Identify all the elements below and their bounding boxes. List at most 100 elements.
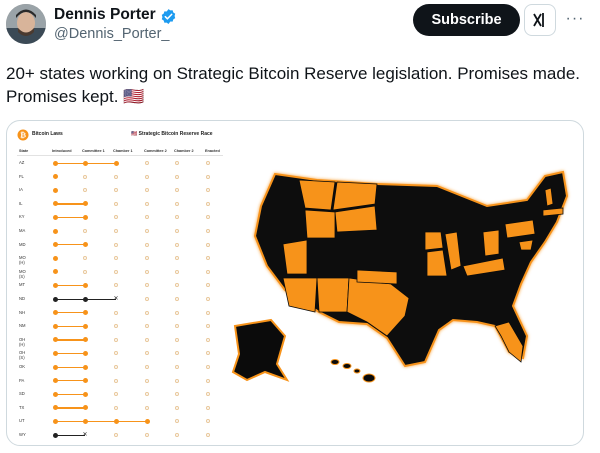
progress-dot: [114, 392, 118, 397]
progress-dot: [145, 188, 149, 193]
progress-dot: [52, 174, 58, 180]
grok-icon: [533, 13, 544, 27]
progress-dot: [144, 418, 150, 424]
progress-dot: [206, 337, 210, 342]
table-header-divider: [17, 155, 223, 156]
progress-dot: [82, 337, 88, 343]
progress-dot: [175, 229, 179, 233]
state-md: [518, 239, 534, 251]
column-header: Committee 2: [144, 149, 167, 153]
progress-dot: [83, 256, 87, 261]
progress-line: [55, 203, 85, 205]
progress-dot: [82, 391, 88, 397]
infographic-left-title: Bitcoin Laws: [32, 131, 63, 137]
progress-dot: [52, 282, 58, 288]
progress-dot: [52, 350, 58, 356]
progress-dot: [52, 255, 58, 261]
progress-dot: [114, 269, 118, 274]
state-mo: [426, 249, 448, 277]
state-label: MD: [19, 241, 26, 247]
progress-dot: [206, 433, 210, 437]
progress-line: [55, 407, 85, 409]
progress-dot: [206, 378, 210, 383]
state-label: UT: [19, 418, 25, 424]
progress-dot: [114, 433, 118, 437]
progress-line: [55, 420, 147, 423]
state-label: NM: [19, 323, 26, 329]
progress-dot: [175, 201, 179, 206]
progress-dot: [82, 282, 88, 288]
state-label: MA: [19, 228, 26, 233]
progress-dot: [52, 391, 58, 397]
progress-dot: [206, 310, 210, 315]
progress-dot: [82, 364, 88, 370]
progress-dot: [175, 433, 179, 437]
progress-dot: [52, 405, 58, 411]
us-map: [231, 170, 569, 383]
progress-dot: [114, 201, 118, 206]
author-name[interactable]: Dennis Porter: [54, 6, 156, 23]
progress-dot: [175, 378, 179, 383]
progress-dot: [114, 351, 118, 356]
progress-dot: [206, 283, 210, 288]
grok-button[interactable]: [524, 4, 556, 36]
state-label: MO (S): [19, 268, 26, 279]
progress-line: [55, 284, 85, 287]
progress-dot: [113, 160, 119, 166]
progress-dot: [52, 214, 58, 220]
progress-dot: [206, 405, 210, 410]
state-wy: [304, 209, 336, 239]
progress-dot: [52, 310, 58, 316]
progress-dot: [114, 215, 118, 220]
progress-dot: [206, 392, 210, 397]
column-header: Enacted: [205, 149, 220, 153]
progress-dot: [83, 174, 87, 179]
progress-dot: [114, 283, 118, 288]
progress-line: [55, 312, 85, 314]
state-ky: [462, 257, 506, 277]
avatar[interactable]: [6, 4, 46, 44]
progress-dot: [83, 188, 87, 193]
state-ut: [282, 239, 308, 275]
progress-dot: [145, 269, 149, 274]
progress-dot: [175, 188, 179, 193]
progress-dot: [114, 365, 118, 369]
progress-dot: [206, 188, 210, 193]
author-handle[interactable]: @Dennis_Porter_: [54, 26, 170, 42]
state-az: [282, 277, 318, 313]
tweet-media[interactable]: ₿ Bitcoin Laws 🇺🇸 Strategic Bitcoin Rese…: [6, 120, 584, 446]
progress-dot: [175, 215, 179, 220]
svg-text:₿: ₿: [20, 131, 26, 140]
state-label: AZ: [19, 160, 25, 165]
progress-dot: [206, 215, 210, 220]
progress-dot: [145, 215, 149, 220]
progress-line: [55, 216, 85, 219]
state-label: KY: [19, 214, 25, 220]
infographic-right-title: 🇺🇸 Strategic Bitcoin Reserve Race: [131, 131, 213, 137]
progress-dot: [175, 269, 179, 274]
more-options-button[interactable]: ···: [565, 10, 585, 27]
progress-dot: [113, 418, 119, 424]
progress-dot: [206, 161, 210, 165]
state-mt: [298, 179, 336, 211]
progress-dot: [145, 405, 149, 410]
progress-dot: [145, 174, 149, 179]
progress-dot: [114, 337, 118, 342]
progress-dot: [114, 310, 118, 315]
bitcoin-logo-icon: ₿: [17, 129, 29, 141]
progress-dot: [175, 365, 179, 369]
progress-dot: [114, 256, 118, 261]
progress-dot: [114, 242, 118, 247]
progress-dot: [206, 365, 210, 369]
progress-dot: [82, 201, 88, 207]
state-hi: [330, 359, 376, 383]
state-label: MT: [19, 282, 26, 288]
state-label: OH (S): [19, 350, 26, 361]
progress-dot: [206, 242, 210, 247]
subscribe-button[interactable]: Subscribe: [413, 4, 520, 36]
state-label: WY: [19, 432, 26, 437]
failed-x-icon: ✕: [82, 431, 88, 438]
progress-dot: [52, 323, 58, 329]
progress-line: [55, 352, 85, 355]
progress-dot: [114, 405, 118, 410]
